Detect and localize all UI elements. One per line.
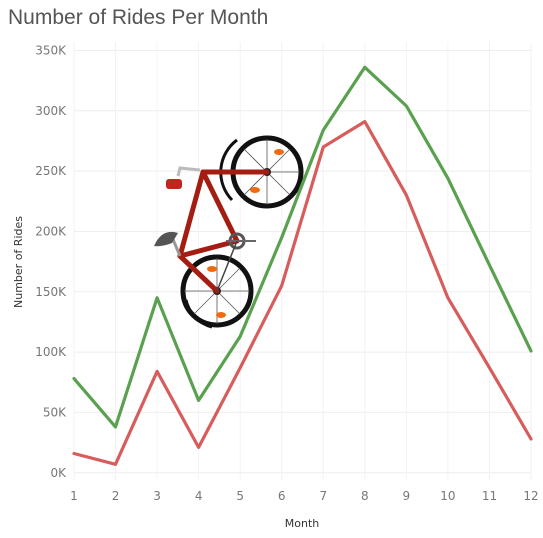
bike-handlebar [176,166,201,177]
x-tick-label: 11 [482,489,497,503]
x-axis-ticks: 1 2 3 4 5 6 7 8 9 10 11 12 [70,489,538,503]
chart-title: Number of Rides Per Month [8,6,269,29]
y-axis-label: Number of Rides [12,216,25,308]
y-tick-label: 0K [50,466,67,480]
series-line-2 [72,119,533,466]
x-tick-label: 5 [236,489,244,503]
x-tick-label: 1 [70,489,78,503]
bike-front-fender [219,138,238,202]
bike-saddle [154,231,178,247]
y-axis-ticks: 0K 50K 100K 150K 200K 250K 300K 350K [35,43,67,479]
bike-reflector [216,312,226,318]
y-tick-label: 350K [35,43,67,57]
y-tick-label: 100K [35,345,67,359]
x-axis-label: Month [285,517,320,530]
bicycle-illustration [154,135,304,329]
x-tick-label: 7 [319,489,327,503]
y-tick-label: 300K [35,104,67,118]
series-line-1 [72,65,533,429]
x-tick-label: 10 [440,489,455,503]
x-tick-label: 2 [112,489,120,503]
y-tick-label: 150K [35,285,67,299]
x-tick-label: 3 [153,489,161,503]
x-tick-label: 9 [403,489,411,503]
x-tick-label: 6 [278,489,286,503]
grid-lines [73,42,532,480]
x-tick-label: 8 [361,489,369,503]
y-tick-label: 200K [35,224,67,238]
x-tick-label: 4 [195,489,203,503]
bike-grip [166,179,182,189]
x-tick-label: 12 [523,489,538,503]
bike-reflector [207,266,217,272]
bike-rear-fender [184,299,213,329]
bike-frame [177,169,270,294]
y-tick-label: 50K [43,405,67,419]
series-lines [72,65,533,466]
bike-chain [216,240,238,292]
bike-reflector [250,187,260,193]
bike-rear-wheel [180,254,254,328]
y-tick-label: 250K [35,164,67,178]
bike-reflector [274,149,284,155]
